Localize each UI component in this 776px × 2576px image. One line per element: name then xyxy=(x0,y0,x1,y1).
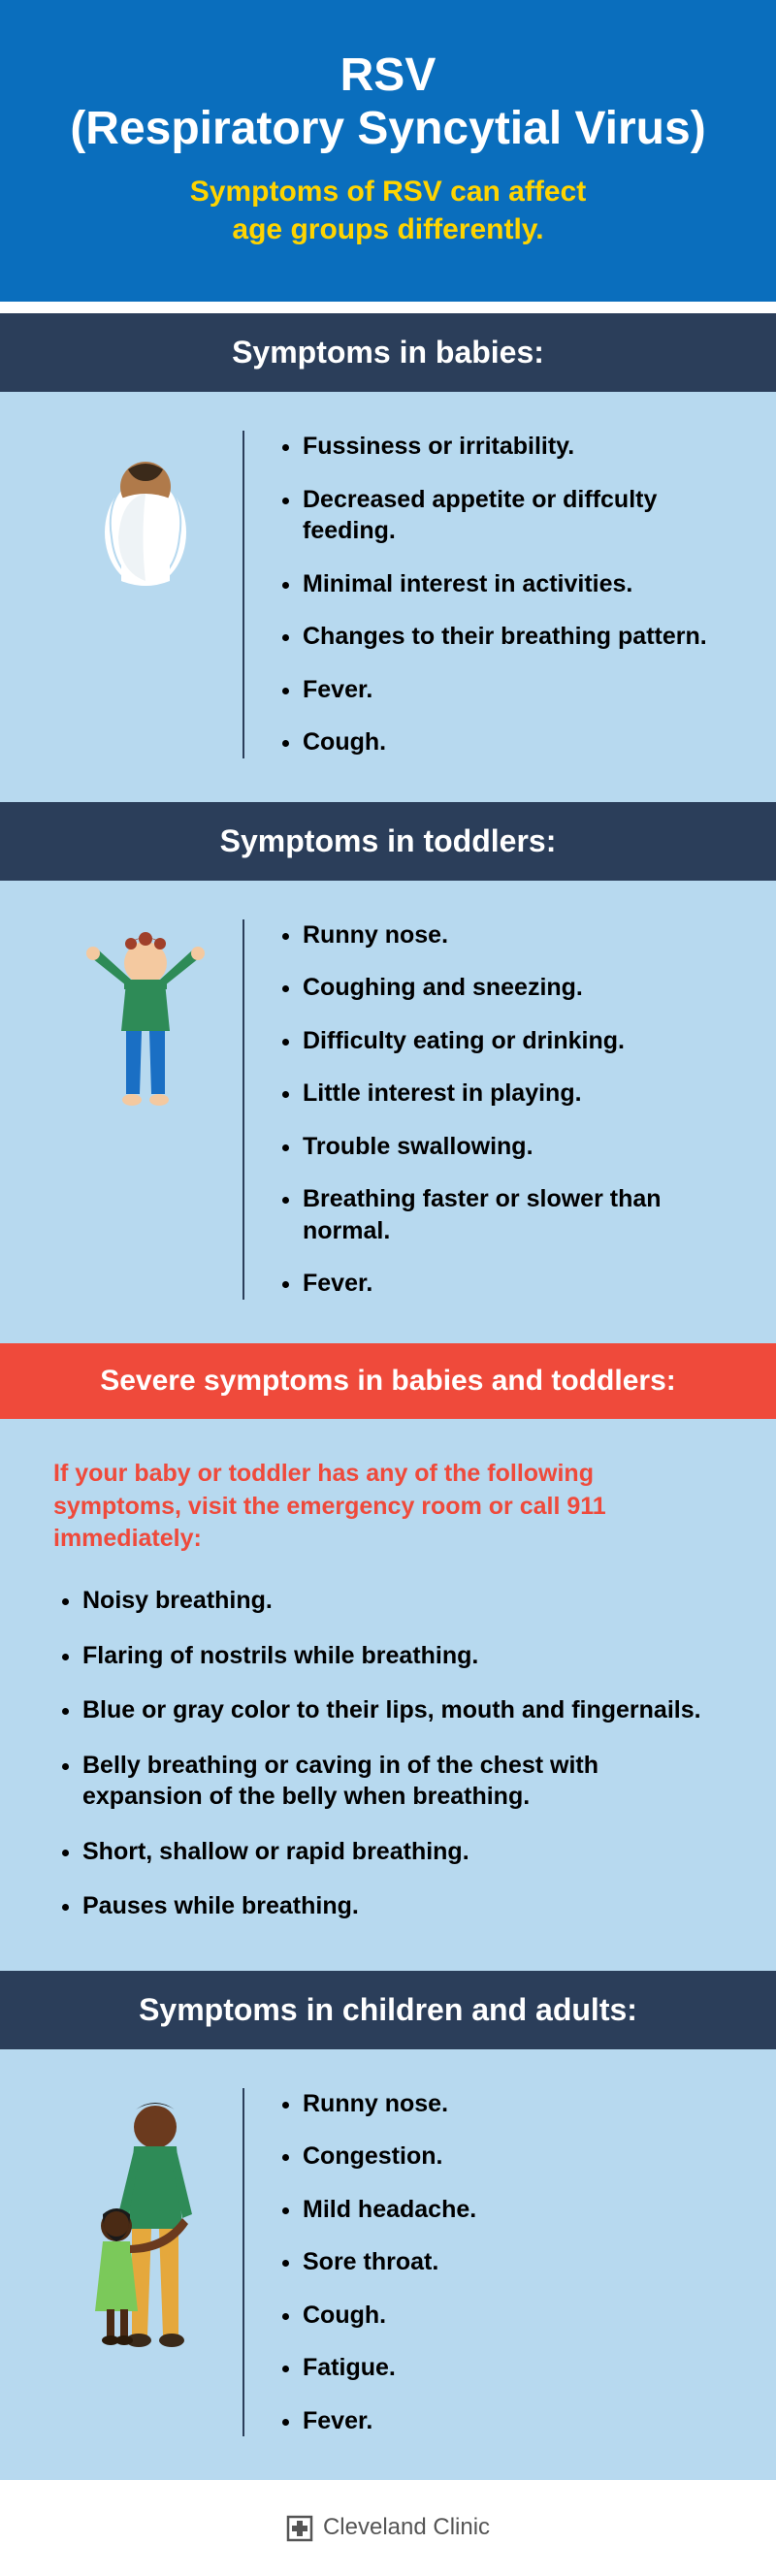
title-line-2: (Respiratory Syncytial Virus) xyxy=(70,103,705,154)
list-item: Coughing and sneezing. xyxy=(303,972,728,1004)
section-heading-babies: Symptoms in babies: xyxy=(0,313,776,392)
subtitle-line-1: Symptoms of RSV can affect xyxy=(190,176,586,208)
list-item: Pauses while breathing. xyxy=(82,1890,723,1922)
list-item: Breathing faster or slower than normal. xyxy=(303,1183,728,1246)
list-item: Sore throat. xyxy=(303,2246,728,2278)
list-item: Decreased appetite or diffculty feeding. xyxy=(303,484,728,547)
vertical-divider xyxy=(242,919,244,1300)
symptom-list-babies: Fussiness or irritability. Decreased app… xyxy=(274,431,728,758)
list-item: Noisy breathing. xyxy=(82,1585,723,1617)
panel-babies: Fussiness or irritability. Decreased app… xyxy=(0,392,776,802)
symptom-list-toddlers: Runny nose. Coughing and sneezing. Diffi… xyxy=(274,919,728,1300)
list-item: Fussiness or irritability. xyxy=(303,431,728,463)
list-item: Fever. xyxy=(303,674,728,706)
section-heading-severe: Severe symptoms in babies and toddlers: xyxy=(0,1343,776,1419)
panel-severe: If your baby or toddler has any of the f… xyxy=(0,1419,776,1971)
list-item: Runny nose. xyxy=(303,919,728,951)
list-item: Fever. xyxy=(303,2405,728,2437)
baby-icon xyxy=(48,431,242,758)
section-heading-toddlers: Symptoms in toddlers: xyxy=(0,802,776,881)
list-item: Belly breathing or caving in of the ches… xyxy=(82,1750,723,1813)
list-item: Blue or gray color to their lips, mouth … xyxy=(82,1694,723,1726)
list-item: Changes to their breathing pattern. xyxy=(303,621,728,653)
list-item: Fever. xyxy=(303,1268,728,1300)
footer: Cleveland Clinic xyxy=(0,2480,776,2576)
title-line-1: RSV xyxy=(340,49,436,101)
adult-child-icon xyxy=(48,2088,242,2437)
header: RSV (Respiratory Syncytial Virus) Sympto… xyxy=(0,0,776,302)
cleveland-clinic-logo-icon xyxy=(286,2515,313,2542)
list-item: Little interest in playing. xyxy=(303,1078,728,1110)
list-item: Mild headache. xyxy=(303,2194,728,2226)
subtitle: Symptoms of RSV can affect age groups di… xyxy=(39,173,737,248)
list-item: Short, shallow or rapid breathing. xyxy=(82,1836,723,1868)
page-title: RSV (Respiratory Syncytial Virus) xyxy=(39,48,737,155)
list-item: Cough. xyxy=(303,2300,728,2332)
footer-text: Cleveland Clinic xyxy=(323,2514,490,2540)
toddler-icon xyxy=(48,919,242,1300)
list-item: Congestion. xyxy=(303,2141,728,2173)
list-item: Difficulty eating or drinking. xyxy=(303,1025,728,1057)
severe-intro-text: If your baby or toddler has any of the f… xyxy=(53,1458,723,1556)
list-item: Runny nose. xyxy=(303,2088,728,2120)
vertical-divider xyxy=(242,431,244,758)
divider-gap xyxy=(0,302,776,313)
panel-toddlers: Runny nose. Coughing and sneezing. Diffi… xyxy=(0,881,776,1343)
symptom-list-severe: Noisy breathing. Flaring of nostrils whi… xyxy=(53,1585,723,1922)
section-heading-adults: Symptoms in children and adults: xyxy=(0,1971,776,2049)
symptom-list-adults: Runny nose. Congestion. Mild headache. S… xyxy=(274,2088,728,2437)
list-item: Flaring of nostrils while breathing. xyxy=(82,1640,723,1672)
panel-adults: Runny nose. Congestion. Mild headache. S… xyxy=(0,2049,776,2481)
list-item: Fatigue. xyxy=(303,2352,728,2384)
vertical-divider xyxy=(242,2088,244,2437)
subtitle-line-2: age groups differently. xyxy=(232,213,543,245)
list-item: Trouble swallowing. xyxy=(303,1131,728,1163)
list-item: Cough. xyxy=(303,726,728,758)
list-item: Minimal interest in activities. xyxy=(303,568,728,600)
